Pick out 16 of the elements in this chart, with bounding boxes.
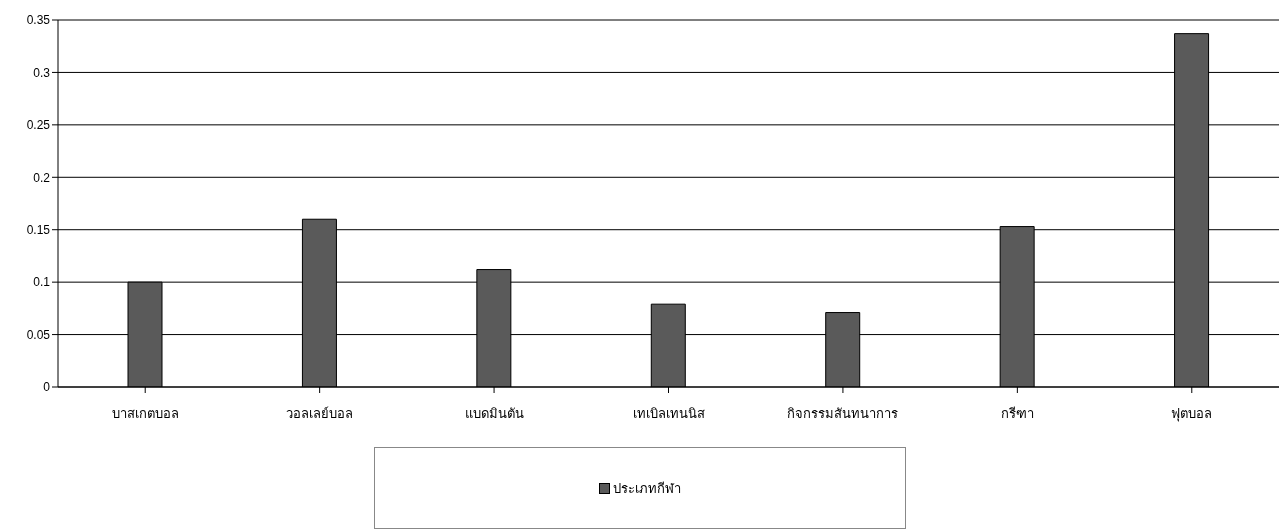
- y-tick-label: 0.15: [26, 222, 51, 237]
- x-tick-label: ฟุตบอล: [1171, 406, 1213, 423]
- x-tick-label: เทเบิลเทนนิส: [632, 406, 705, 422]
- x-tick-label: กรีฑา: [1000, 406, 1034, 422]
- y-tick-label: 0.1: [33, 275, 51, 290]
- y-tick-label: 0.3: [33, 65, 51, 80]
- y-tick-label: 0.25: [26, 118, 51, 133]
- y-tick-label: 0: [43, 380, 51, 395]
- y-tick-label: 0.35: [26, 13, 51, 28]
- x-tick-label: วอลเลย์บอล: [286, 406, 354, 422]
- x-tick-label: แบดมินตัน: [464, 406, 524, 422]
- y-tick-label: 0.2: [33, 170, 51, 185]
- x-tick-label: กิจกรรมสันทนาการ: [787, 406, 899, 422]
- legend-label: ประเภทกีฬา: [612, 479, 681, 498]
- y-tick-label: 0.05: [26, 327, 51, 342]
- x-tick-label: บาสเกตบอล: [111, 406, 179, 422]
